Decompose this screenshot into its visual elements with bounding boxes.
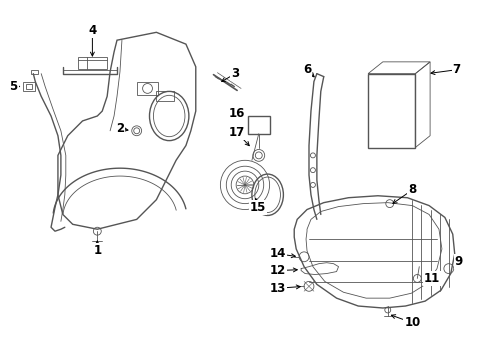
Text: 12: 12	[270, 264, 286, 277]
Bar	[368, 74, 416, 148]
Text: 1: 1	[93, 244, 101, 257]
Text: 9: 9	[455, 255, 463, 268]
Text: 11: 11	[424, 272, 440, 285]
Text: 10: 10	[404, 316, 420, 329]
Bar	[248, 116, 270, 134]
Text: 13: 13	[270, 282, 286, 295]
Text: 15: 15	[249, 201, 266, 214]
Text: 16: 16	[229, 107, 245, 120]
Bar	[77, 57, 107, 69]
Text: 6: 6	[303, 63, 311, 76]
Text: 5: 5	[9, 80, 18, 93]
Bar	[24, 82, 35, 91]
Text: 7: 7	[453, 63, 461, 76]
Text: 8: 8	[408, 183, 416, 196]
Bar	[26, 85, 32, 89]
Text: 3: 3	[231, 67, 239, 80]
Text: 14: 14	[270, 247, 286, 260]
Text: 17: 17	[229, 126, 245, 139]
Text: 4: 4	[88, 24, 97, 37]
Bar	[156, 91, 174, 101]
Bar	[137, 82, 158, 95]
Text: 2: 2	[116, 122, 124, 135]
